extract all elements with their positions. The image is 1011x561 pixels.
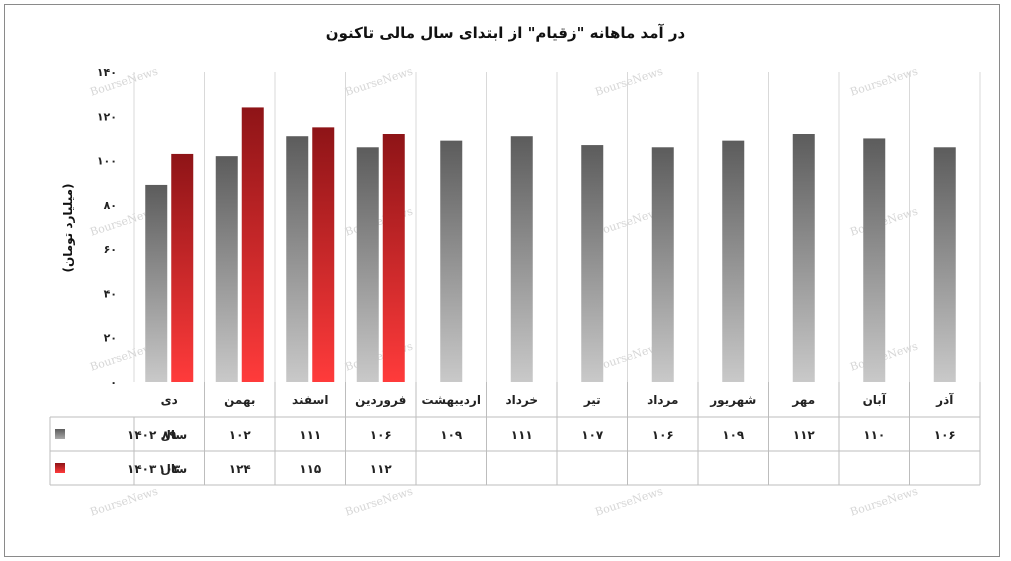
category-label: خرداد <box>505 393 538 407</box>
watermark-text: BourseNews <box>343 65 414 99</box>
data-label: ۱۱۱ <box>299 428 321 442</box>
chart-frame <box>4 4 1000 557</box>
data-label: ۱۰۹ <box>440 428 463 442</box>
bar-1402 <box>581 145 604 382</box>
y-tick-label: ۴۰ <box>104 287 117 300</box>
watermark-text: BourseNews <box>343 485 414 519</box>
category-label: اسفند <box>292 393 328 407</box>
data-label: ۱۱۲ <box>793 428 816 442</box>
data-label: ۱۰۶ <box>652 428 674 442</box>
data-label: ۱۰۷ <box>581 428 604 442</box>
category-label: آبان <box>863 392 887 407</box>
y-tick-label: ۲۰ <box>104 332 117 345</box>
bar-1403 <box>312 127 335 382</box>
data-label: ۱۱۱ <box>511 428 533 442</box>
data-label: ۱۱۰ <box>863 428 885 442</box>
y-tick-label: ۱۰۰ <box>97 155 117 168</box>
y-tick-label: ۱۲۰ <box>97 110 117 123</box>
y-tick-label: ۱۴۰ <box>97 66 117 79</box>
y-axis-ticks: ۰ ۲۰ ۴۰ ۶۰ ۸۰ ۱۰۰ ۱۲۰ ۱۴۰ <box>97 66 117 389</box>
watermark-text: BourseNews <box>848 485 919 519</box>
data-table: دی بهمن اسفند فروردین اردیبهشت خرداد تیر مرداد ش… <box>49 382 981 486</box>
category-label: مرداد <box>647 393 678 407</box>
bar-1402 <box>651 147 674 382</box>
bar-1402 <box>145 184 168 382</box>
bar-1403 <box>382 134 405 382</box>
bar-1402 <box>722 140 745 382</box>
data-label: ۸۹ <box>162 428 177 442</box>
data-label: ۱۰۳ <box>158 462 181 476</box>
category-label: دی <box>161 393 178 407</box>
bars-group <box>145 107 956 382</box>
watermark-text: BourseNews <box>593 485 664 519</box>
bar-1402 <box>215 156 238 382</box>
y-tick-label: ۸۰ <box>104 199 117 212</box>
legend-label: سال ۱۴۰۲ <box>127 428 187 442</box>
bar-1402 <box>792 134 815 382</box>
y-tick-label: ۰ <box>110 376 117 389</box>
y-tick-label: ۶۰ <box>104 243 117 256</box>
legend-swatch-1403 <box>55 463 65 473</box>
category-label: اردیبهشت <box>422 393 481 407</box>
data-label: ۱۰۹ <box>722 428 745 442</box>
bar-1402 <box>933 147 956 382</box>
data-label: ۱۰۲ <box>229 428 252 442</box>
bar-1402 <box>510 136 533 382</box>
data-label: ۱۲۴ <box>229 462 251 476</box>
legend-swatch-1402 <box>55 429 65 439</box>
bar-1402 <box>863 138 886 382</box>
category-label: آذر <box>935 392 954 407</box>
bar-1402 <box>440 140 463 382</box>
data-label: ۱۰۶ <box>370 428 392 442</box>
category-label: فروردین <box>355 393 406 408</box>
category-label: مهر <box>791 393 815 407</box>
bar-1403 <box>171 153 194 382</box>
chart-title: در آمد ماهانه "زقیام" از ابتدای سال مالی… <box>325 24 686 42</box>
watermark-text: BourseNews <box>593 65 664 99</box>
bar-1402 <box>286 136 309 382</box>
bar-1402 <box>356 147 379 382</box>
category-label: تیر <box>583 393 601 407</box>
grid-lines <box>133 72 981 382</box>
category-label: بهمن <box>224 393 255 407</box>
watermark-text: BourseNews <box>88 485 159 519</box>
data-label: ۱۱۵ <box>299 462 321 476</box>
data-label: ۱۱۲ <box>370 462 393 476</box>
bar-1403 <box>241 107 264 382</box>
legend-label: سال ۱۴۰۳ <box>127 462 187 476</box>
category-label: شهریور <box>709 393 756 408</box>
data-label: ۱۰۶ <box>934 428 956 442</box>
